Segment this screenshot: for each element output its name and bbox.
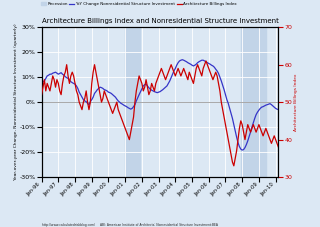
Text: http://www.calculatedriskblog.com/     ABI: American Institute of Architects; No: http://www.calculatedriskblog.com/ ABI: … xyxy=(42,223,218,227)
Y-axis label: Architecture Billings Index: Architecture Billings Index xyxy=(294,73,298,131)
Bar xyxy=(241,27,266,177)
Legend: Recession, YoY Change Nonresidential Structure Investment, Architecture Billings: Recession, YoY Change Nonresidential Str… xyxy=(41,2,236,6)
Title: Architecture Billings Index and Nonresidential Structure Investment: Architecture Billings Index and Nonresid… xyxy=(42,18,278,24)
Bar xyxy=(125,27,140,177)
Y-axis label: Year-over-year Change, Nonresidential Structure Investment (quarterly): Year-over-year Change, Nonresidential St… xyxy=(14,24,18,180)
